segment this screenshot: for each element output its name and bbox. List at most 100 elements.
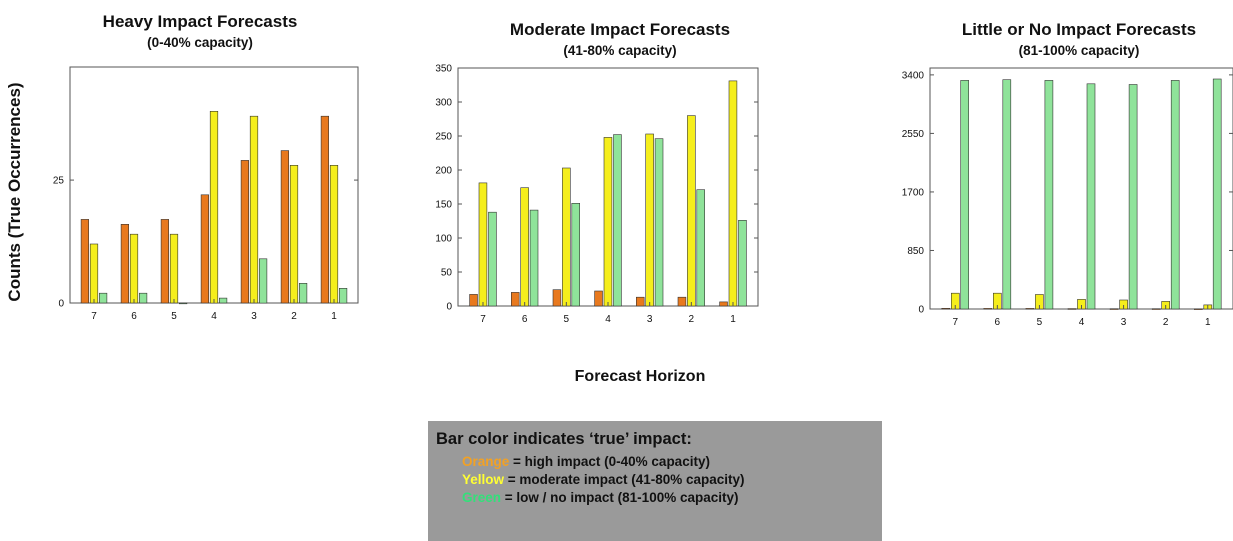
bar-green	[1212, 78, 1222, 310]
bar-green	[960, 80, 969, 310]
bar-yellow	[478, 182, 488, 307]
chart-moderate-impact: 0 50 100 150 200 250 300 350 7 6 5 4 3 2 1	[435, 64, 759, 325]
y-axis-title-wrap: Counts (True Occurrences)	[0, 44, 30, 340]
x-tick-label: 1	[1205, 317, 1211, 328]
legend-box: Bar color indicates ‘true’ impact: Orang…	[428, 421, 882, 541]
bar-green	[654, 138, 664, 307]
bar-orange	[240, 160, 250, 304]
bar-green	[529, 209, 539, 307]
legend-item-yellow: Yellow = moderate impact (41-80% capacit…	[436, 472, 882, 487]
legend-text: = moderate impact (41-80% capacity)	[504, 472, 745, 487]
bar-orange	[280, 150, 290, 304]
y-tick-label: 50	[441, 268, 453, 279]
bar-orange	[120, 224, 129, 304]
bar-yellow	[89, 243, 99, 304]
x-tick-label: 5	[1037, 317, 1043, 328]
x-tick-label: 3	[1121, 317, 1127, 328]
bar-green	[1128, 84, 1138, 310]
legend-color-word: Yellow	[462, 472, 505, 487]
x-tick-label: 5	[564, 314, 570, 325]
bar-orange	[941, 307, 951, 310]
y-tick-label: 0	[58, 299, 64, 310]
legend-color-word: Green	[462, 490, 502, 505]
bar-green	[696, 189, 705, 307]
bar-orange	[719, 301, 728, 307]
y-tick-label: 350	[435, 64, 452, 75]
bar-green	[179, 302, 188, 305]
x-tick-label: 2	[1163, 317, 1169, 328]
x-tick-label: 3	[251, 311, 257, 322]
chart-title: Heavy Impact Forecasts	[102, 12, 298, 31]
bar-yellow	[289, 165, 299, 304]
bar-green	[488, 211, 497, 307]
bar-green	[1002, 79, 1012, 310]
bar-green	[139, 292, 148, 304]
x-tick-label: 2	[291, 311, 297, 322]
bar-yellow	[603, 137, 613, 307]
bar-orange	[677, 296, 687, 307]
x-tick-label: 7	[952, 317, 958, 328]
bar-yellow	[169, 233, 179, 304]
bar-orange	[594, 290, 603, 307]
y-tick-label: 3400	[902, 70, 925, 81]
x-tick-label: 6	[522, 314, 528, 325]
chart-subtitle: (81-100% capacity)	[1018, 43, 1140, 58]
chart-heavy-impact: 0 25 7 6 5 4 3 2 1	[53, 66, 359, 322]
x-tick-label: 1	[730, 314, 736, 325]
bar-yellow	[209, 110, 219, 304]
x-axis-title: Forecast Horizon	[574, 368, 706, 385]
bar-yellow	[329, 165, 339, 304]
y-tick-label: 250	[435, 132, 452, 143]
y-tick-label: 2550	[902, 129, 925, 140]
y-tick-label: 300	[435, 98, 452, 109]
plot-frame	[929, 67, 1233, 310]
panel-title-heavy: Heavy Impact Forecasts (0-40% capacity)	[60, 12, 340, 50]
bar-orange	[552, 289, 562, 307]
legend-item-green: Green = low / no impact (81-100% capacit…	[436, 490, 882, 505]
panel-title-moderate: Moderate Impact Forecasts (41-80% capaci…	[460, 20, 780, 58]
chart-title: Little or No Impact Forecasts	[961, 20, 1197, 39]
x-tick-label: 1	[331, 311, 337, 322]
bar-yellow	[129, 233, 139, 304]
bar-orange	[636, 296, 645, 307]
x-tick-label: 7	[480, 314, 486, 325]
y-tick-label: 100	[435, 234, 452, 245]
chart-subtitle: (0-40% capacity)	[147, 35, 253, 50]
bar-green	[1086, 83, 1096, 310]
chart-title: Moderate Impact Forecasts	[509, 20, 731, 39]
bar-green	[613, 134, 622, 307]
bar-orange	[1025, 308, 1035, 310]
x-tick-label: 4	[211, 311, 217, 322]
panel-title-little: Little or No Impact Forecasts (81-100% c…	[925, 20, 1233, 58]
x-tick-label: 2	[689, 314, 695, 325]
y-tick-label: 200	[435, 166, 452, 177]
chart-little-impact: 0 850 1700 2550 3400 7 6 5 4 3 2 1	[902, 67, 1233, 328]
chart-subtitle: (41-80% capacity)	[563, 43, 677, 58]
legend-color-word: Orange	[462, 454, 510, 469]
bar-yellow	[645, 133, 654, 307]
y-tick-label: 850	[907, 246, 924, 257]
bar-green	[571, 203, 581, 307]
x-tick-label: 4	[1079, 317, 1085, 328]
x-tick-label: 6	[995, 317, 1001, 328]
x-tick-label: 4	[605, 314, 611, 325]
legend-item-orange: Orange = high impact (0-40% capacity)	[436, 454, 882, 469]
legend-title: Bar color indicates ‘true’ impact:	[436, 430, 692, 448]
legend-text: = high impact (0-40% capacity)	[509, 454, 710, 469]
bar-orange	[160, 219, 169, 304]
bar-green	[1044, 80, 1054, 310]
y-tick-label: 150	[435, 200, 452, 211]
bar-orange	[1109, 308, 1119, 310]
bar-orange	[1193, 308, 1203, 310]
y-tick-label: 0	[446, 302, 452, 313]
bar-yellow	[520, 187, 529, 307]
x-tick-label: 3	[647, 314, 653, 325]
bar-green	[259, 258, 268, 304]
bar-green	[219, 297, 228, 304]
bar-orange	[80, 219, 89, 304]
bar-yellow	[562, 167, 571, 307]
legend-text: = low / no impact (81-100% capacity)	[501, 490, 739, 505]
x-tick-label: 6	[131, 311, 137, 322]
bar-green	[98, 292, 108, 304]
bar-green	[1170, 80, 1180, 310]
